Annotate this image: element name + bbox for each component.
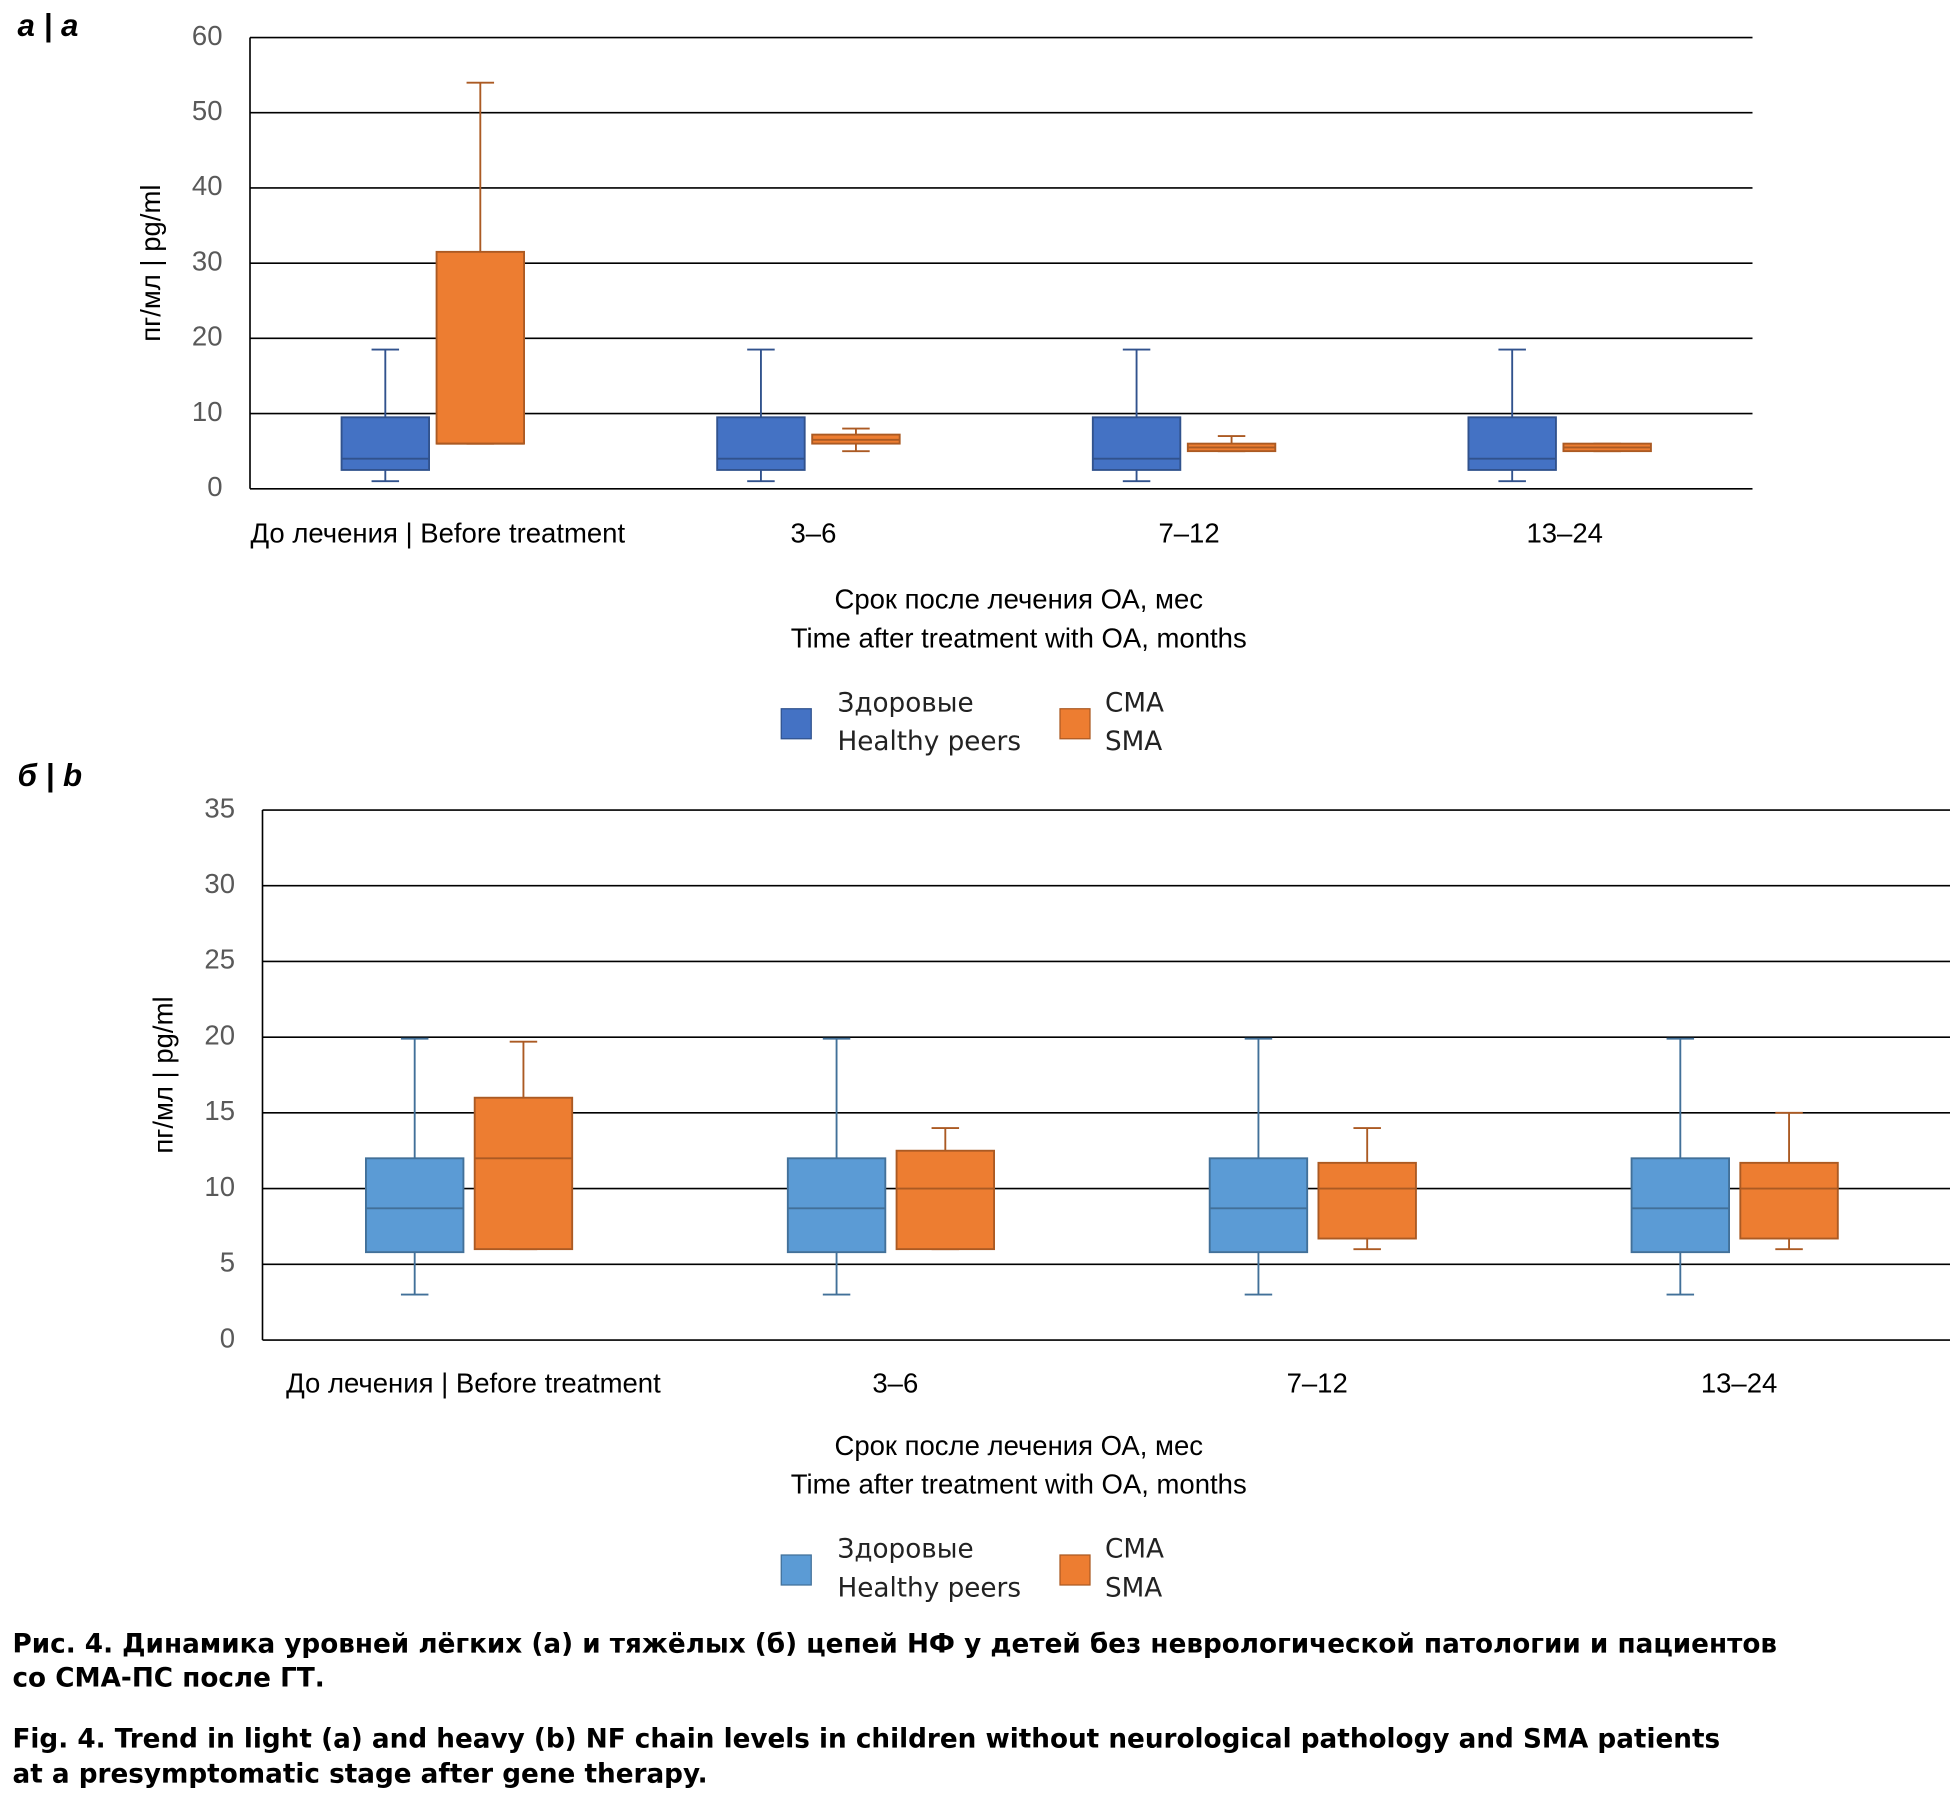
x-axis-title: Срок после лечения ОА, мес	[834, 1430, 1203, 1461]
box	[365, 1157, 465, 1254]
panel-label: б | b	[18, 758, 83, 793]
x-axis-title: Time after treatment with OA, months	[791, 622, 1247, 653]
legend-swatch	[1059, 1554, 1091, 1586]
y-tick-label: 40	[192, 170, 223, 201]
y-tick-label: 5	[220, 1247, 235, 1278]
box	[1630, 1157, 1730, 1254]
y-tick-label: 10	[204, 1171, 235, 1202]
x-tick-label: 3–6	[872, 1367, 918, 1398]
y-axis-title: пг/мл | pg/ml	[135, 185, 166, 342]
y-tick-label: 15	[204, 1095, 235, 1126]
box	[1467, 416, 1557, 471]
box	[786, 1157, 887, 1254]
legend-label: Healthy peers	[838, 1573, 1022, 1603]
x-tick-label: 7–12	[1158, 517, 1219, 548]
y-tick-label: 0	[207, 471, 222, 502]
legend-swatch	[1059, 708, 1091, 740]
box	[473, 1096, 574, 1251]
legend-label: Healthy peers	[838, 727, 1022, 757]
x-tick-label: 13–24	[1701, 1367, 1777, 1398]
y-axis-title: пг/мл | pg/ml	[147, 996, 178, 1153]
y-tick-label: 60	[192, 20, 223, 51]
panel-label: а | a	[18, 8, 79, 43]
x-tick-label: До лечения | Before treatment	[251, 517, 626, 548]
box	[895, 1149, 995, 1251]
caption-en: at a presymptomatic stage after gene the…	[13, 1760, 708, 1790]
legend-swatch	[780, 1554, 812, 1586]
caption-ru: со СМА-ПС после ГТ.	[13, 1663, 325, 1693]
box	[1208, 1157, 1309, 1254]
x-tick-label: 13–24	[1526, 517, 1602, 548]
legend-label: Здоровые	[838, 1535, 974, 1565]
legend-label: SMA	[1105, 1573, 1162, 1603]
legend-label: Здоровые	[838, 688, 974, 718]
y-tick-label: 50	[192, 95, 223, 126]
box	[1317, 1161, 1417, 1240]
y-tick-label: 25	[204, 944, 235, 975]
box	[1091, 416, 1182, 471]
y-tick-label: 20	[192, 321, 223, 352]
legend-swatch	[780, 708, 812, 740]
box	[716, 416, 806, 471]
x-tick-label: 3–6	[790, 517, 836, 548]
legend-label: СМА	[1105, 1535, 1164, 1565]
x-tick-label: До лечения | Before treatment	[286, 1367, 661, 1398]
legend-label: СМА	[1105, 688, 1164, 718]
y-tick-label: 10	[192, 396, 223, 427]
x-tick-label: 7–12	[1287, 1367, 1348, 1398]
y-tick-label: 35	[204, 792, 235, 823]
box	[435, 250, 526, 445]
caption-ru: Рис. 4. Динамика уровней лёгких (а) и тя…	[13, 1630, 1777, 1660]
caption-en: Fig. 4. Trend in light (a) and heavy (b)…	[13, 1725, 1721, 1755]
legend-label: SMA	[1105, 727, 1162, 757]
x-axis-title: Time after treatment with OA, months	[791, 1469, 1247, 1500]
y-tick-label: 20	[204, 1019, 235, 1050]
y-tick-label: 30	[192, 245, 223, 276]
box	[1739, 1161, 1839, 1240]
y-tick-label: 0	[220, 1322, 235, 1353]
box	[340, 416, 431, 471]
y-tick-label: 30	[204, 868, 235, 899]
x-axis-title: Срок после лечения ОА, мес	[834, 584, 1203, 615]
